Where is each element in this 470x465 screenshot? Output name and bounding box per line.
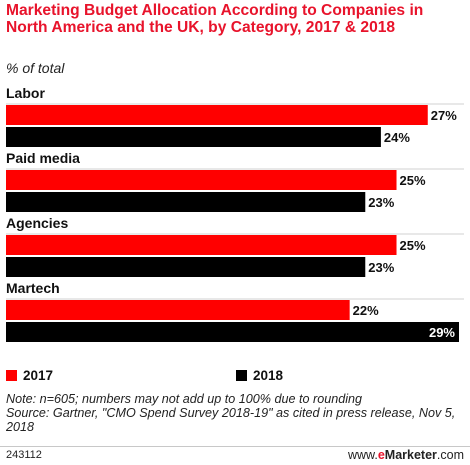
chart-title: Marketing Budget Allocation According to…: [6, 2, 424, 36]
bar-paid-media-2017: [6, 170, 397, 190]
brand-e: e: [377, 448, 385, 462]
brand-name: Marketer: [384, 448, 437, 462]
bar-labor-2018: [6, 127, 381, 147]
data-label-labor-2018: 24%: [384, 130, 410, 145]
category-label-labor: Labor: [6, 85, 45, 101]
category-label-martech: Martech: [6, 280, 60, 296]
bar-labor-2017: [6, 105, 428, 125]
data-label-labor-2017: 27%: [431, 108, 457, 123]
data-label-paid-media-2018: 23%: [368, 195, 394, 210]
chart-subtitle: % of total: [6, 60, 65, 76]
legend-label-2017: 2017: [23, 368, 54, 383]
category-label-agencies: Agencies: [6, 215, 68, 231]
category-label-paid-media: Paid media: [6, 150, 80, 166]
bar-chart: Labor 27% 24% Paid media 25% 23% Agencies 25% 23…: [6, 85, 464, 342]
legend-item-2018: 2018: [236, 368, 283, 383]
footer: 243112 www.eMarketer.com: [0, 446, 470, 465]
bar-martech-2017: [6, 300, 350, 320]
legend-swatch-2018: [236, 370, 247, 381]
bar-agencies-2018: [6, 257, 366, 277]
brand-prefix: www.: [347, 448, 378, 462]
chart-id: 243112: [6, 449, 42, 461]
bar-paid-media-2018: [6, 192, 366, 212]
data-label-paid-media-2017: 25%: [400, 173, 426, 188]
bar-martech-2018: [6, 322, 459, 342]
legend-label-2018: 2018: [253, 368, 284, 383]
data-label-agencies-2017: 25%: [400, 238, 426, 253]
data-label-martech-2017: 22%: [353, 303, 379, 318]
legend-item-2017: 2017: [6, 368, 53, 383]
bar-agencies-2017: [6, 235, 397, 255]
note-text: Note: n=605; numbers may not add up to 1…: [6, 392, 363, 406]
data-label-agencies-2018: 23%: [368, 260, 394, 275]
source-text: Source: Gartner, "CMO Spend Survey 2018-…: [6, 406, 456, 434]
brand-suffix: .com: [436, 448, 464, 462]
brand-link[interactable]: www.eMarketer.com: [348, 448, 464, 462]
data-label-martech-2018: 29%: [429, 325, 455, 340]
chart-note: Note: n=605; numbers may not add up to 1…: [6, 392, 456, 434]
legend-swatch-2017: [6, 370, 17, 381]
